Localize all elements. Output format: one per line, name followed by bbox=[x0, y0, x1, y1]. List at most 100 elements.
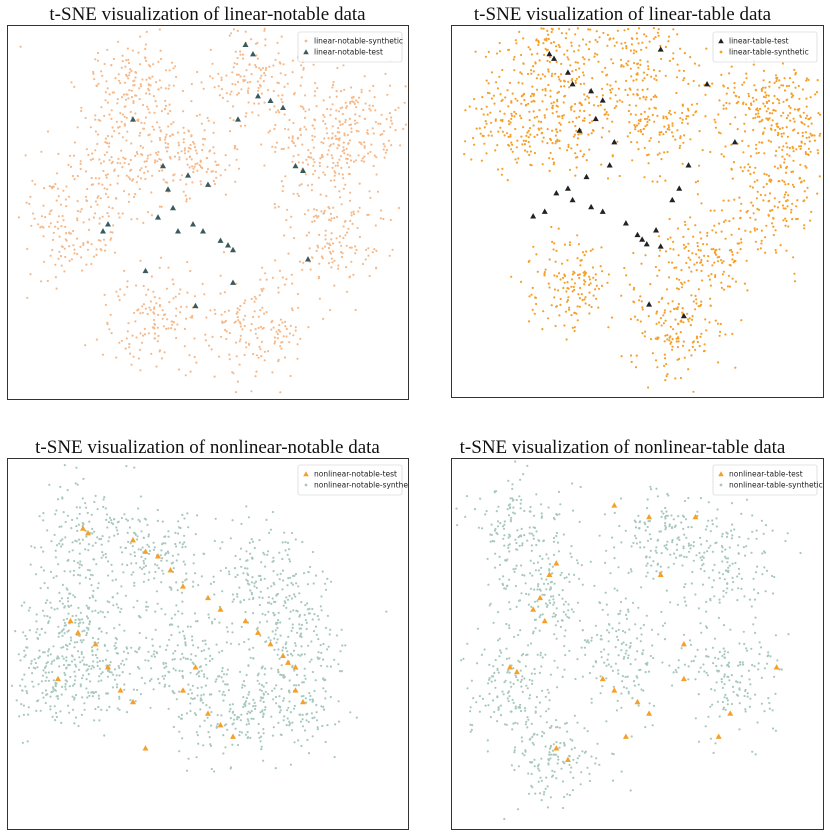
data-point bbox=[767, 174, 771, 177]
data-point bbox=[512, 58, 515, 61]
data-point bbox=[282, 604, 285, 607]
data-point bbox=[655, 95, 658, 99]
data-point bbox=[581, 155, 585, 158]
data-point bbox=[383, 145, 386, 148]
data-point bbox=[328, 96, 331, 99]
data-point-triangle bbox=[155, 214, 161, 220]
data-point bbox=[276, 653, 279, 656]
data-point bbox=[153, 312, 156, 315]
data-point bbox=[641, 652, 644, 655]
data-point bbox=[142, 562, 146, 565]
data-point bbox=[298, 592, 301, 595]
data-point bbox=[750, 201, 753, 204]
data-point bbox=[305, 719, 308, 722]
data-point bbox=[355, 716, 358, 719]
data-point bbox=[77, 538, 81, 541]
data-point bbox=[666, 373, 669, 376]
data-point bbox=[42, 519, 45, 522]
data-point bbox=[654, 337, 657, 340]
data-point bbox=[669, 335, 672, 338]
data-point bbox=[212, 575, 215, 578]
data-point bbox=[104, 552, 107, 556]
data-point bbox=[55, 199, 58, 202]
data-point bbox=[333, 755, 336, 759]
data-point bbox=[704, 93, 707, 96]
data-point bbox=[88, 520, 91, 523]
data-point bbox=[181, 513, 184, 517]
data-point bbox=[82, 221, 85, 224]
data-point bbox=[120, 96, 124, 99]
data-point bbox=[745, 77, 748, 80]
data-point bbox=[274, 206, 277, 209]
data-point bbox=[26, 296, 29, 299]
data-point-triangle bbox=[592, 115, 599, 122]
data-point bbox=[268, 531, 271, 534]
data-point bbox=[692, 559, 695, 562]
data-point bbox=[257, 356, 260, 359]
data-point bbox=[23, 601, 26, 604]
data-point bbox=[624, 597, 627, 600]
data-point bbox=[159, 57, 163, 61]
data-point bbox=[38, 649, 41, 652]
data-point bbox=[24, 685, 27, 688]
data-point bbox=[605, 111, 608, 114]
data-point bbox=[264, 74, 267, 77]
data-point bbox=[338, 137, 341, 140]
data-point bbox=[774, 249, 777, 252]
data-point bbox=[619, 497, 623, 500]
data-point bbox=[15, 699, 18, 702]
data-point bbox=[345, 147, 348, 150]
data-point bbox=[800, 141, 803, 144]
data-point bbox=[309, 268, 312, 271]
data-point bbox=[792, 94, 795, 97]
data-point bbox=[490, 134, 493, 137]
data-point bbox=[764, 251, 767, 254]
data-point bbox=[265, 66, 268, 70]
data-point bbox=[637, 606, 640, 609]
data-point bbox=[518, 30, 521, 33]
data-point bbox=[40, 150, 43, 153]
data-point bbox=[605, 549, 608, 552]
data-point bbox=[549, 89, 552, 92]
data-point bbox=[646, 498, 649, 501]
data-point bbox=[79, 574, 82, 577]
data-point bbox=[178, 541, 181, 544]
data-point bbox=[611, 155, 614, 158]
data-point bbox=[285, 596, 288, 599]
data-point bbox=[646, 123, 649, 126]
data-point bbox=[236, 56, 239, 60]
data-point bbox=[617, 669, 620, 672]
data-point bbox=[639, 546, 642, 549]
data-point bbox=[691, 570, 694, 574]
data-point bbox=[177, 553, 180, 556]
data-point bbox=[200, 699, 203, 702]
data-point bbox=[753, 180, 756, 183]
data-point bbox=[524, 139, 528, 142]
data-point bbox=[356, 121, 359, 124]
data-point bbox=[639, 541, 642, 544]
data-point bbox=[767, 94, 770, 97]
data-point bbox=[649, 549, 652, 552]
data-point bbox=[183, 149, 186, 152]
data-point bbox=[123, 269, 126, 272]
data-point bbox=[157, 150, 160, 154]
data-point bbox=[96, 508, 99, 511]
data-point bbox=[558, 121, 561, 124]
data-point bbox=[547, 282, 550, 285]
data-point bbox=[663, 622, 667, 625]
data-point bbox=[292, 574, 295, 577]
data-point bbox=[175, 698, 178, 701]
data-point bbox=[214, 160, 217, 163]
data-point bbox=[254, 332, 257, 335]
data-point bbox=[302, 107, 305, 111]
data-point bbox=[329, 665, 332, 668]
data-point bbox=[133, 551, 136, 554]
data-point bbox=[205, 316, 208, 319]
data-point bbox=[210, 767, 213, 771]
data-point bbox=[156, 564, 159, 567]
data-point bbox=[161, 520, 164, 523]
data-point bbox=[689, 324, 692, 327]
data-point bbox=[748, 166, 751, 169]
data-point bbox=[182, 656, 185, 659]
data-point bbox=[632, 680, 636, 683]
